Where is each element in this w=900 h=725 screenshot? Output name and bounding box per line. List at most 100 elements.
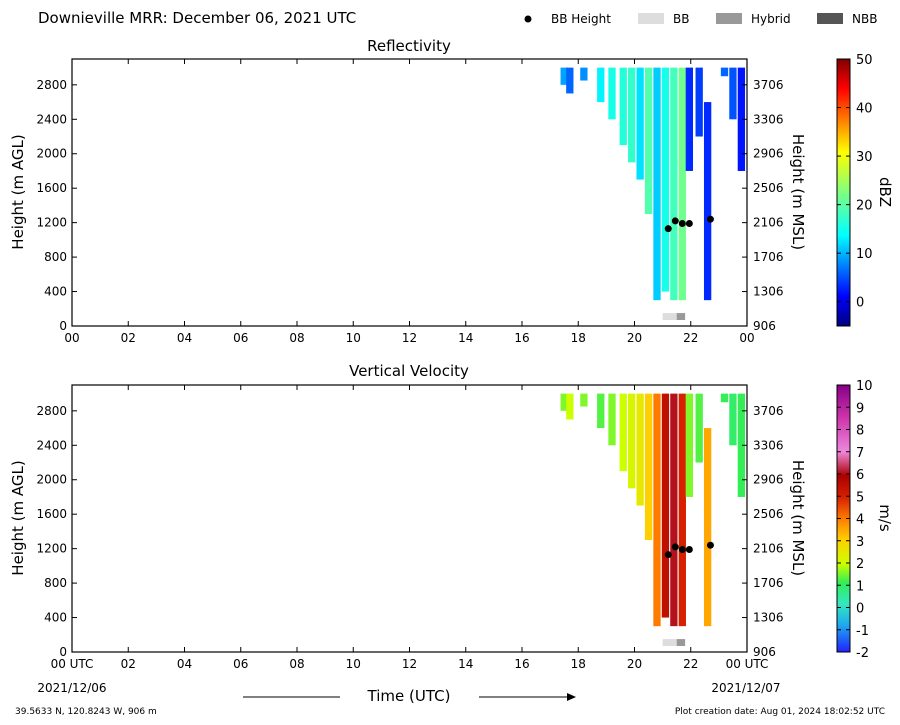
precip-column [628,67,636,163]
reflectivity-plot-area [560,67,746,320]
x-tick-label: 14 [458,657,473,671]
precip-column [653,393,661,627]
x-tick-label: 18 [571,657,586,671]
bb-height-point [678,220,686,228]
precip-column [737,393,746,497]
precip-column [560,67,568,85]
legend-label-hybrid: Hybrid [751,12,791,26]
velocity-plot-area [560,393,746,646]
precip-column [608,67,616,120]
bb-height-point [678,546,686,554]
colorbar-tick-label: -1 [856,624,869,639]
y2-tick-label: 3706 [753,404,784,418]
colorbar-tick-label: 20 [856,199,873,214]
y-tick-label: 1200 [36,216,67,230]
precip-column [695,67,703,137]
ylabel-agl-velocity: Height (m AGL) [9,460,27,575]
bb-height-point [664,551,672,559]
colorbar-tick-label: 0 [856,296,864,311]
colorbar-label-ms: m/s [876,504,894,532]
y2-tick-label: 3306 [753,438,784,452]
x-tick-label: 20 [627,657,642,671]
xlabel-time: Time (UTC) [367,687,451,705]
panel-vertical-velocity: Vertical Velocity 00 UTC 02 04 06 08 10 12 14 16… [9,362,894,671]
y2-tick-label: 1306 [753,611,784,625]
precip-column [678,67,686,301]
precip-column [729,393,737,446]
figure-title: Downieville MRR: December 06, 2021 UTC [38,9,356,27]
x-tick-label: 22 [683,331,698,345]
legend: BB Height BB Hybrid NBB [524,12,877,26]
bb-height-point [671,217,679,225]
y-tick-label: 2000 [36,473,67,487]
precip-column [644,67,653,215]
precip-column [685,393,693,497]
y2-tick-label: 2106 [753,216,784,230]
precip-column [737,67,746,171]
date-start-label: 2021/12/06 [37,681,106,695]
colorbar-tick-label: 7 [856,446,864,461]
bb-height-point [671,543,679,551]
colorbar-tick-label: 10 [856,247,873,262]
precip-column [580,393,588,407]
x-tick-label: 10 [346,331,361,345]
precip-column [644,393,653,541]
precip-column [670,67,678,301]
legend-label-bb: BB [673,12,689,26]
precip-column [560,393,568,411]
y-tick-label: 2400 [36,112,67,126]
y-tick-label: 1600 [36,181,67,195]
colorbar-tick-label: 4 [856,513,864,528]
x-tick-label: 16 [514,657,529,671]
colorbar-tick-label: 30 [856,150,873,165]
precip-column [703,428,712,627]
y2-tick-label: 1706 [753,576,784,590]
precip-column [703,102,712,301]
bb-height-point [685,220,693,228]
precip-column [729,67,737,120]
panel-title-reflectivity: Reflectivity [367,37,451,55]
y-tick-label: 1600 [36,507,67,521]
precip-column [636,393,644,506]
precip-column [661,67,670,292]
y2-tick-label: 906 [753,319,776,333]
bb-height-point [685,546,693,554]
colorbar-tick-label: 2 [856,557,864,572]
ylabel-agl-reflectivity: Height (m AGL) [9,134,27,249]
colorbar-tick-label: 40 [856,102,873,117]
colorbar-tick-label: 1 [856,579,864,594]
bb-height-point [706,215,714,223]
precip-column [597,67,605,103]
bb-type-bar-hybrid [676,313,686,320]
y2-tick-label: 1306 [753,285,784,299]
x-tick-label: 22 [683,657,698,671]
y2-tick-label: 3706 [753,78,784,92]
y-tick-label: 0 [59,645,67,659]
y-tick-label: 800 [44,250,67,264]
creation-date-text: Plot creation date: Aug 01, 2024 18:02:5… [675,707,885,717]
precip-column [661,393,670,618]
x-tick-label: 06 [233,657,248,671]
colorbar-tick-label: 3 [856,535,864,550]
precip-column [695,393,703,463]
legend-patch-bb [638,13,664,24]
precip-column [678,393,686,627]
colorbar-tick-label: 6 [856,468,864,483]
precip-column [653,67,661,301]
precip-column [720,393,729,403]
x-tick-label: 04 [177,331,192,345]
precip-column [628,393,636,489]
legend-label-nbb: NBB [852,12,877,26]
colorbar-reflectivity [836,58,851,327]
x-tick-label: 10 [346,657,361,671]
x-tick-label: 08 [289,657,304,671]
panel-title-vertical-velocity: Vertical Velocity [349,362,469,380]
precip-column [685,67,693,171]
y-tick-label: 1200 [36,542,67,556]
y-tick-label: 400 [44,285,67,299]
ylabel-msl-reflectivity: Height (m MSL) [789,134,807,250]
precip-column [720,67,729,77]
y-tick-label: 400 [44,611,67,625]
x-tick-label: 02 [121,331,136,345]
